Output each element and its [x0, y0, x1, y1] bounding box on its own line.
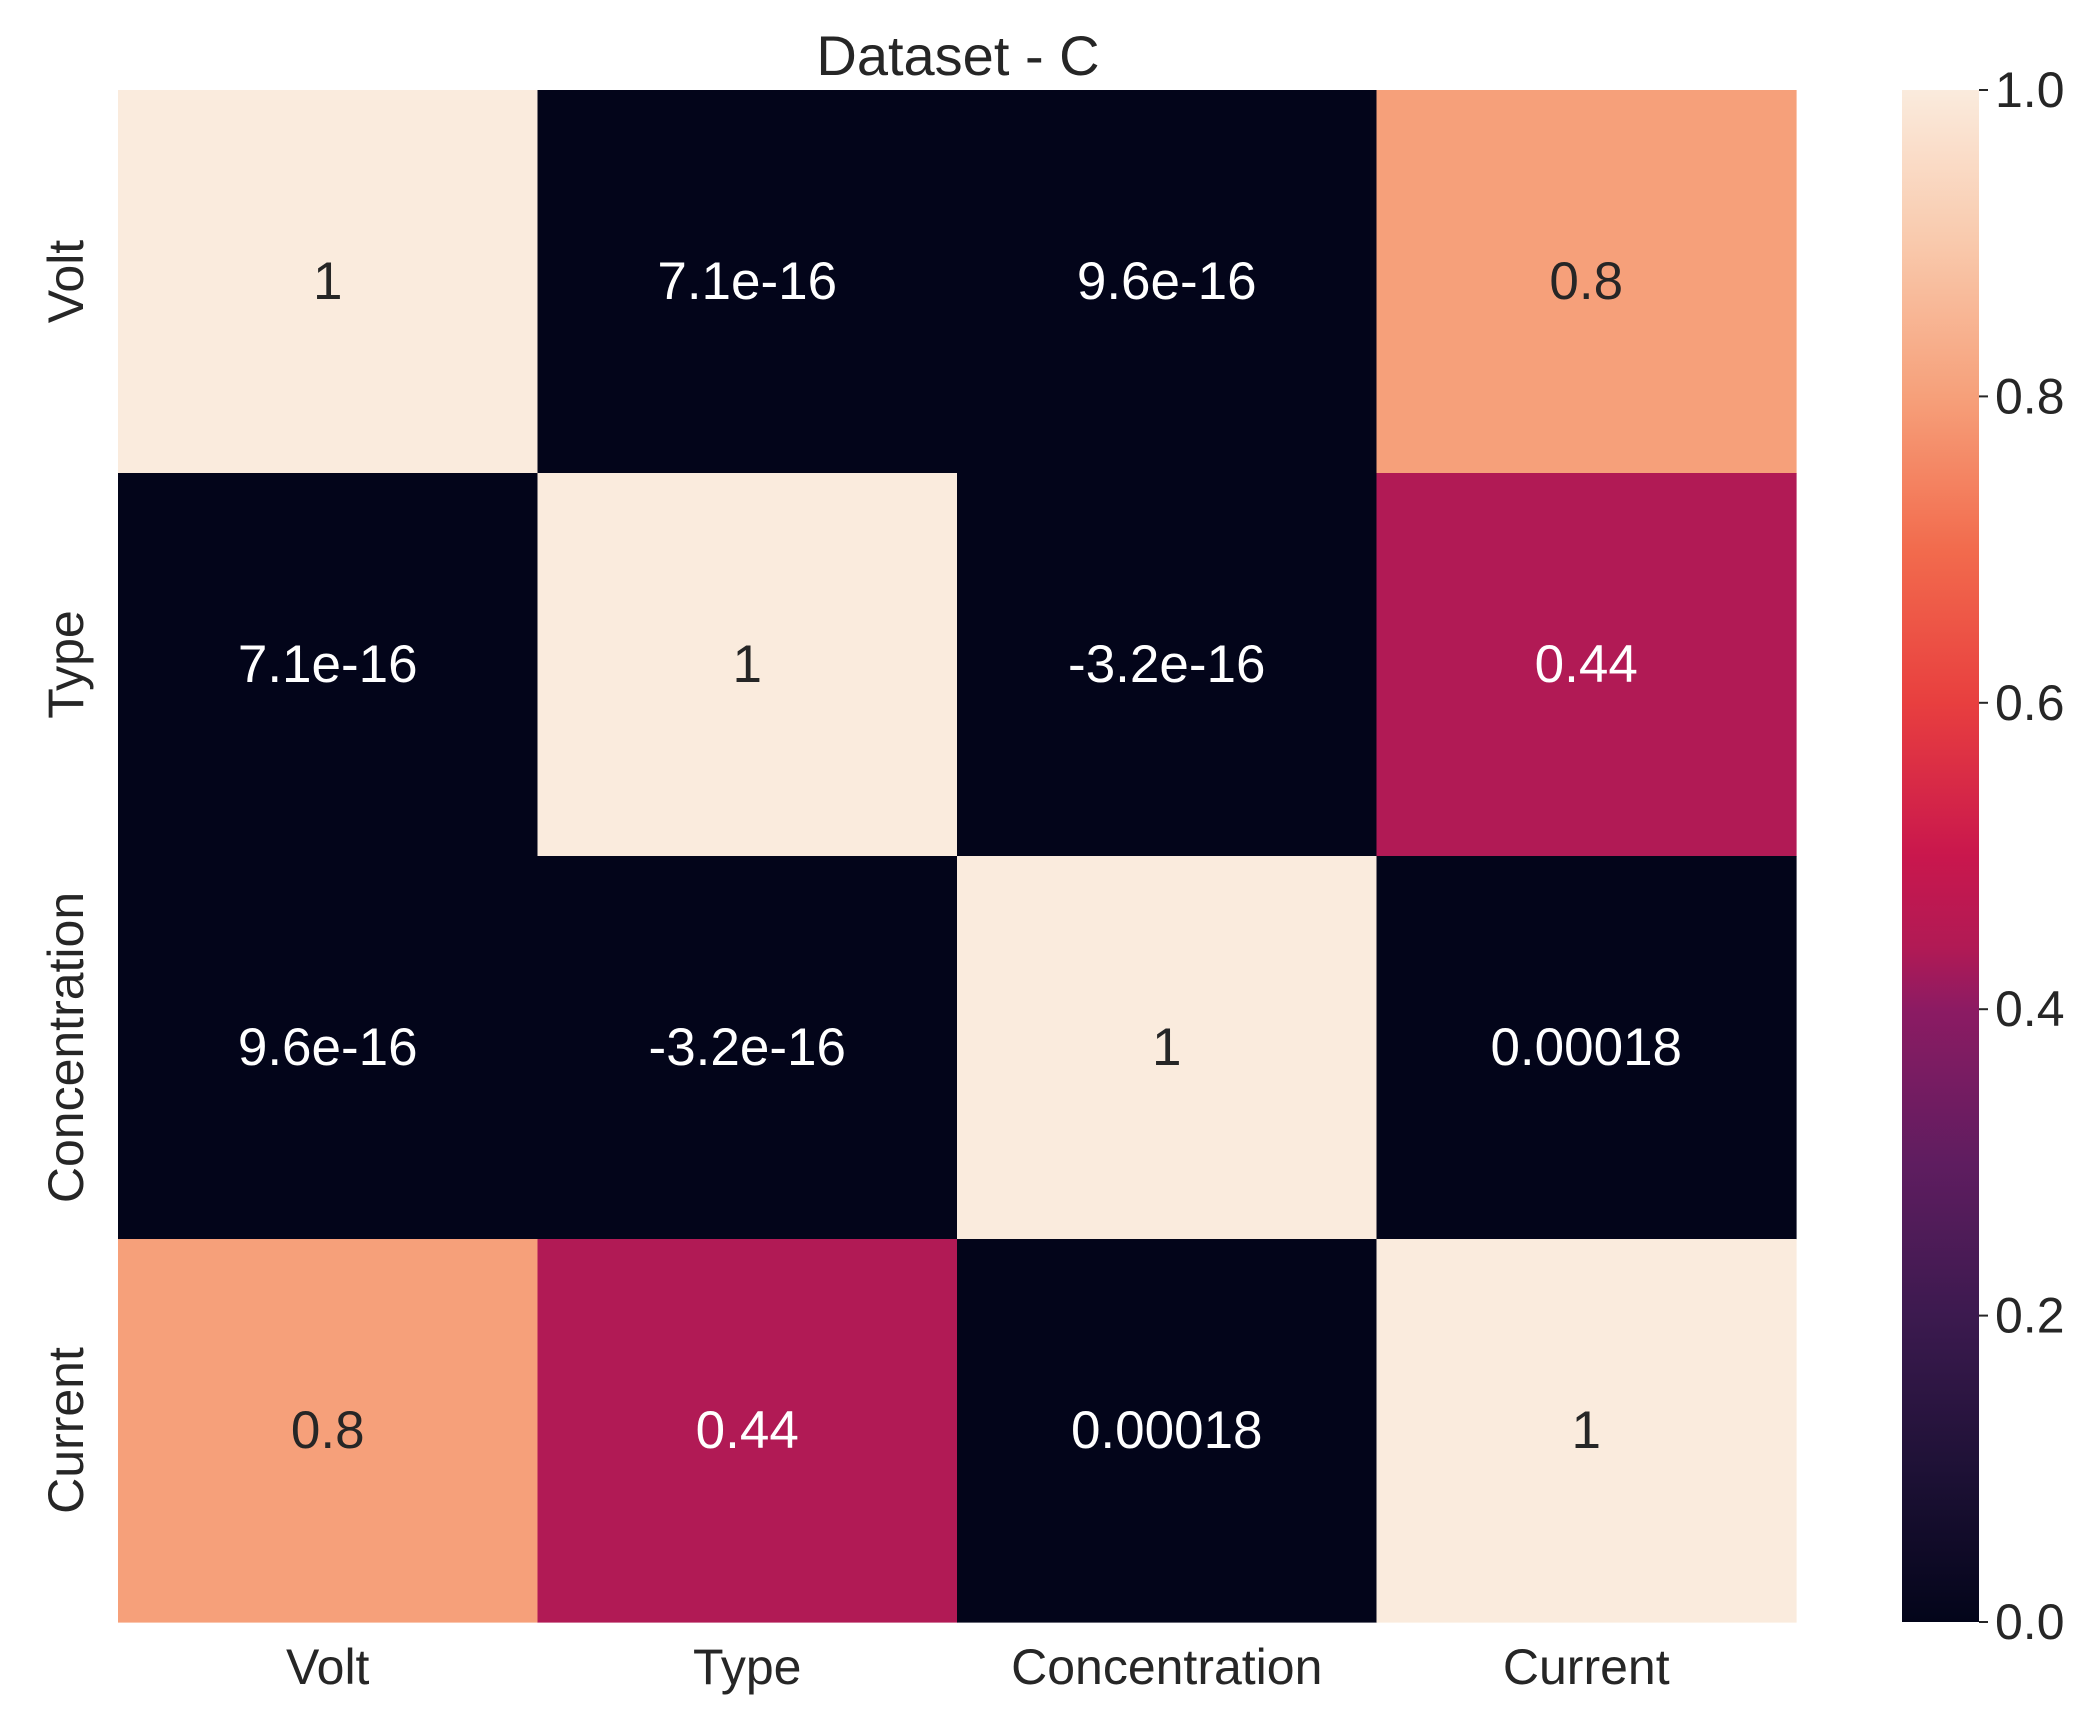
heatmap-cell-volt-type	[537, 90, 958, 474]
cell-annotation: 0.00018	[1490, 1018, 1682, 1077]
cell-annotation: 0.44	[696, 1401, 799, 1460]
colorbar-gradient	[1902, 90, 1979, 1622]
heatmap-cell-volt-current	[1376, 90, 1797, 474]
cell-annotation: -3.2e-16	[649, 1018, 846, 1077]
heatmap-cell-current-volt	[118, 1239, 539, 1623]
heatmap-cell-type-type	[537, 473, 958, 857]
chart-title: Dataset - C	[816, 24, 1099, 87]
heatmap-cell-type-concentration	[957, 473, 1378, 857]
cell-annotation: 0.00018	[1071, 1401, 1263, 1460]
y-tick-label: Current	[38, 1347, 94, 1514]
heatmap-cell-current-type	[537, 1239, 958, 1623]
cell-annotation: 7.1e-16	[238, 635, 418, 694]
heatmap-cell-type-volt	[118, 473, 539, 857]
heatmap-cell-concentration-volt	[118, 856, 539, 1240]
colorbar-tick-label: 0.6	[1995, 675, 2065, 731]
heatmap-cell-volt-concentration	[957, 90, 1378, 474]
colorbar-tick-label: 0.0	[1995, 1594, 2065, 1650]
cell-annotation: 1	[733, 635, 762, 694]
heatmap-cell-concentration-type	[537, 856, 958, 1240]
heatmap-cell-current-current	[1376, 1239, 1797, 1623]
colorbar-tick-label: 0.2	[1995, 1288, 2065, 1344]
cell-annotation: 1	[1152, 1018, 1181, 1077]
x-tick-label: Volt	[286, 1639, 370, 1695]
colorbar: 0.0 0.2 0.4 0.6 0.8 1.0	[1902, 62, 2065, 1650]
cell-annotation: 0.44	[1535, 635, 1638, 694]
y-tick-label: Volt	[38, 240, 94, 324]
heatmap-cell-type-current	[1376, 473, 1797, 857]
cell-annotation: 1	[313, 252, 342, 311]
heatmap-cell-concentration-current	[1376, 856, 1797, 1240]
x-tick-label: Concentration	[1011, 1639, 1322, 1695]
x-axis-ticks: Volt Type Concentration Current	[286, 1639, 1670, 1695]
y-tick-label: Concentration	[38, 892, 94, 1203]
heatmap-cells: 1 7.1e-16 9.6e-16 0.8 7.1e-16 1 -3.2e-16 0.44 9.…	[118, 90, 1797, 1623]
cell-annotation: 1	[1572, 1401, 1601, 1460]
cell-annotation: 0.8	[1549, 252, 1623, 311]
colorbar-tick-label: 0.8	[1995, 368, 2065, 424]
y-axis-ticks: Volt Type Concentration Current	[38, 240, 94, 1514]
colorbar-tick-label: 1.0	[1995, 62, 2065, 118]
cell-annotation: -3.2e-16	[1068, 635, 1265, 694]
cell-annotation: 9.6e-16	[238, 1018, 418, 1077]
x-tick-label: Type	[693, 1639, 801, 1695]
heatmap-cell-volt-volt	[118, 90, 539, 474]
y-tick-label: Type	[38, 610, 94, 718]
heatmap-cell-concentration-concentration	[957, 856, 1378, 1240]
cell-annotation: 7.1e-16	[657, 252, 837, 311]
colorbar-tick-label: 0.4	[1995, 981, 2065, 1037]
cell-annotation: 0.8	[291, 1401, 365, 1460]
x-tick-label: Current	[1503, 1639, 1670, 1695]
heatmap-cell-current-concentration	[957, 1239, 1378, 1623]
cell-annotation: 9.6e-16	[1077, 252, 1257, 311]
